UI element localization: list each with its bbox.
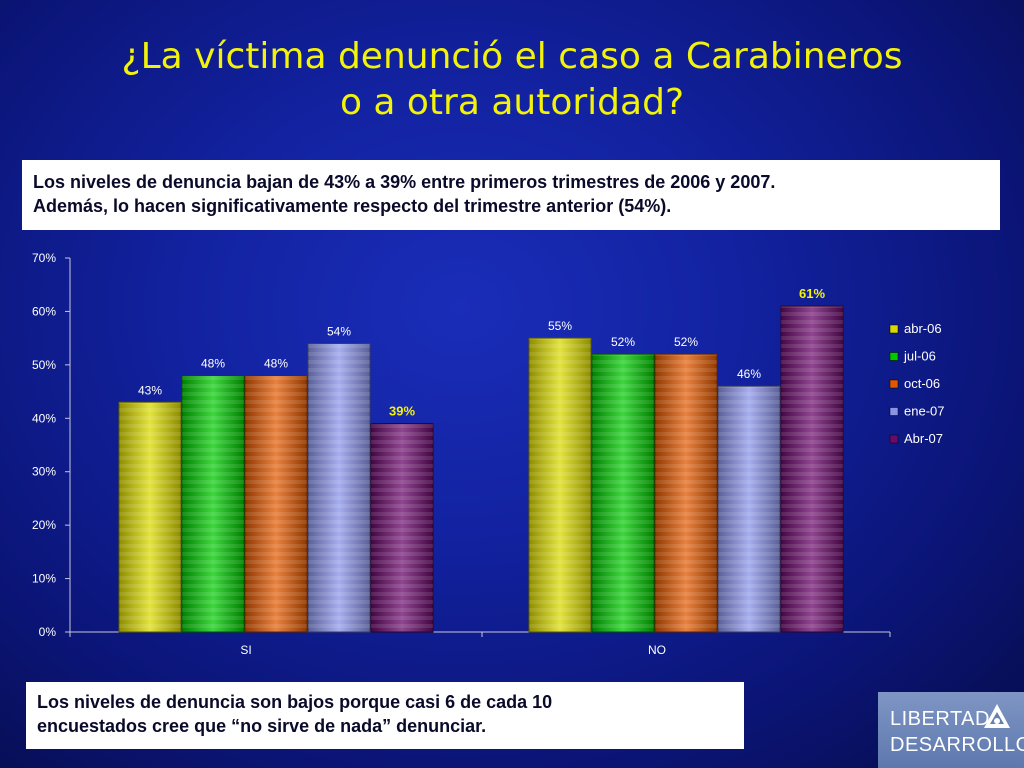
data-label: 55% — [548, 319, 572, 333]
data-label: 54% — [327, 324, 351, 338]
legend-label: Abr-07 — [904, 431, 943, 446]
legend-swatch — [889, 324, 899, 334]
slide-title-line1: ¿La víctima denunció el caso a Carabiner… — [121, 36, 903, 77]
data-label: 52% — [611, 335, 635, 349]
y-tick-label: 40% — [32, 411, 56, 425]
data-label: 43% — [138, 383, 162, 397]
summary-note-line1: Los niveles de denuncia bajan de 43% a 3… — [33, 172, 776, 192]
bar-chart: 0% 10% 20% 30% 40% 50% 60% 70% SI NO 43% 48% 48% 54% 3… — [32, 251, 945, 657]
y-tick-label: 20% — [32, 518, 56, 532]
triangle-mountain-icon — [984, 704, 1010, 728]
y-tick-label: 10% — [32, 572, 56, 586]
legend-label: oct-06 — [904, 376, 940, 391]
y-tick-label: 0% — [39, 625, 57, 639]
logo-text-line1: LIBERTAD — [890, 708, 990, 730]
x-category-label: SI — [240, 643, 251, 657]
bar-texture — [371, 423, 433, 632]
libertad-desarrollo-logo: LIBERTAD DESARROLLO — [878, 692, 1024, 768]
y-tick-label: 70% — [32, 251, 56, 265]
legend-label: abr-06 — [904, 321, 942, 336]
legend-swatch — [889, 434, 899, 444]
summary-note: Los niveles de denuncia bajan de 43% a 3… — [22, 160, 1000, 230]
bar-texture — [655, 354, 717, 632]
y-tick-label: 30% — [32, 465, 56, 479]
y-tick-label: 50% — [32, 358, 56, 372]
legend-label: jul-06 — [903, 349, 936, 364]
legend-swatch — [889, 352, 899, 361]
conclusion-note-line1: Los niveles de denuncia son bajos porque… — [37, 692, 553, 712]
bar-texture — [182, 375, 244, 632]
plot-area: 0% 10% 20% 30% 40% 50% 60% 70% SI NO 43% 48% 48% 54% 3… — [32, 251, 945, 657]
data-label: 52% — [674, 335, 698, 349]
bar-texture — [718, 386, 780, 632]
bar-texture — [781, 306, 843, 632]
data-label: 48% — [264, 357, 288, 371]
data-label: 61% — [799, 286, 825, 301]
legend-swatch — [889, 379, 899, 389]
slide-title: ¿La víctima denunció el caso a Carabiner… — [0, 34, 1024, 126]
logo-text-line2: DESARROLLO — [890, 734, 1024, 756]
legend-swatch — [889, 407, 899, 416]
y-tick-label: 60% — [32, 304, 56, 318]
data-label: 39% — [389, 404, 415, 419]
conclusion-note-line2: encuestados cree que “no sirve de nada” … — [37, 716, 487, 736]
bar-texture — [529, 338, 591, 632]
summary-note-line2: Además, lo hacen significativamente resp… — [33, 196, 672, 216]
legend-label: ene-07 — [904, 404, 944, 419]
data-label: 46% — [737, 367, 761, 381]
conclusion-note: Los niveles de denuncia son bajos porque… — [26, 682, 744, 749]
bar-texture — [245, 375, 307, 632]
bar-texture — [308, 343, 370, 632]
slide-title-line2: o a otra autoridad? — [339, 82, 685, 123]
x-category-label: NO — [648, 643, 666, 657]
bar-texture — [592, 354, 654, 632]
data-label: 48% — [201, 357, 225, 371]
bar-texture — [119, 402, 181, 632]
